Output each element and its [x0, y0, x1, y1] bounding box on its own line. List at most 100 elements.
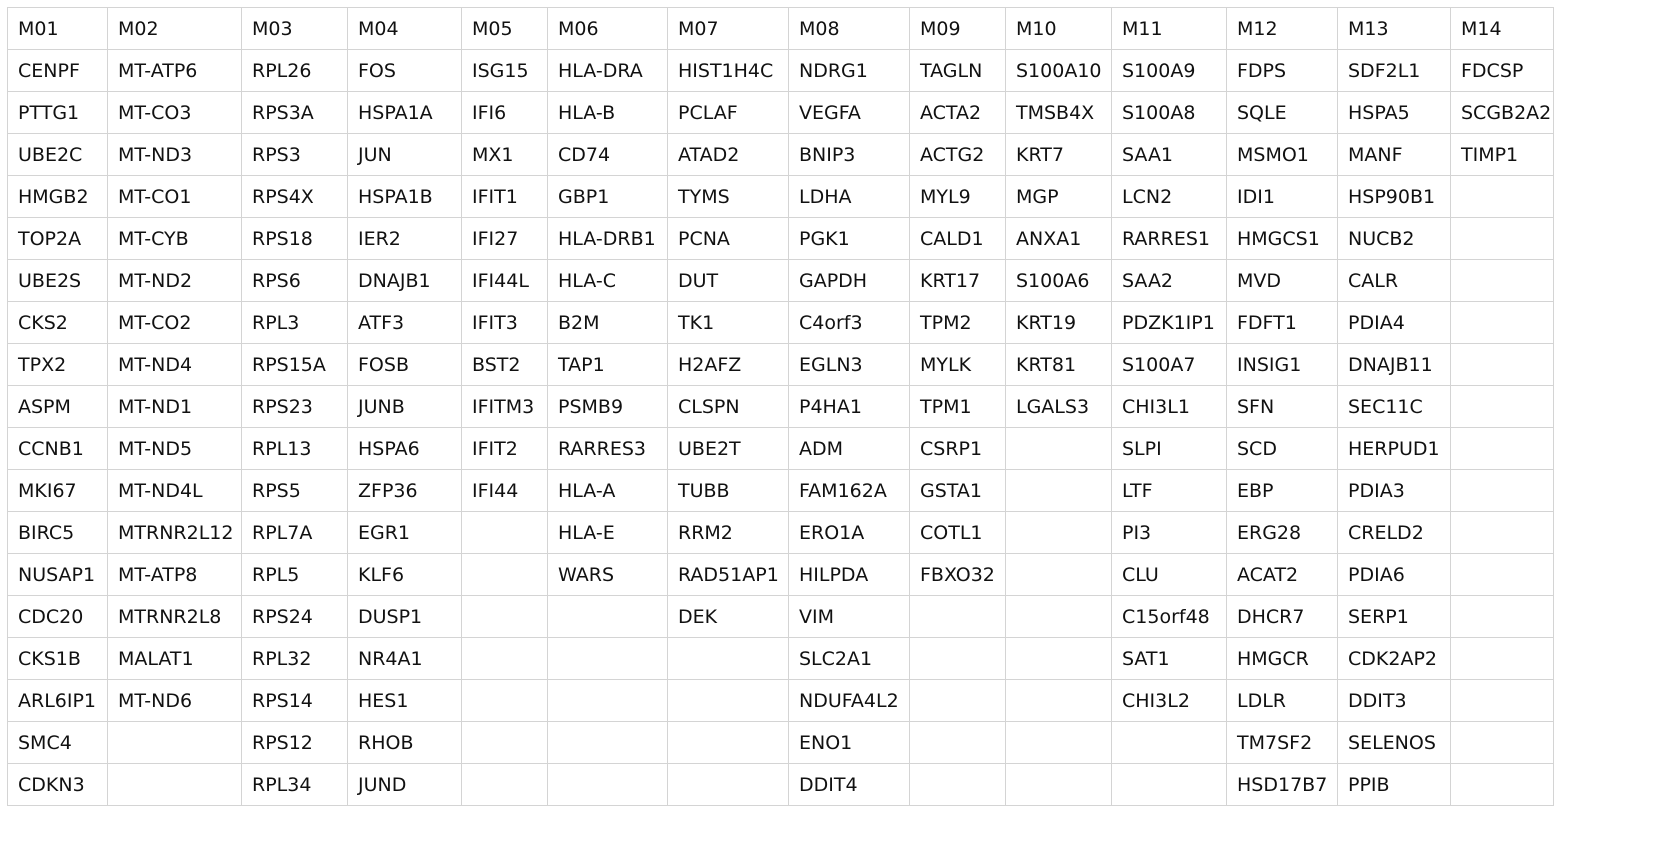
table-cell: RPS18	[241, 217, 348, 260]
table-cell: MVD	[1226, 259, 1338, 302]
table-cell: S100A10	[1005, 49, 1112, 92]
table-cell	[547, 679, 668, 722]
table-row: BIRC5 MTRNR2L12 RPL7A EGR1 HLA-E RRM2 ERO1A COT…	[7, 511, 1554, 554]
table-cell: ATAD2	[667, 133, 789, 176]
column-header: M05	[461, 7, 548, 50]
table-cell: DDIT3	[1337, 679, 1451, 722]
table-cell: BIRC5	[7, 511, 108, 554]
table-cell: BST2	[461, 343, 548, 386]
table-cell: HLA-C	[547, 259, 668, 302]
table-cell: HLA-E	[547, 511, 668, 554]
table-cell: TPM1	[909, 385, 1006, 428]
table-cell: NDUFA4L2	[788, 679, 910, 722]
table-cell: HILPDA	[788, 553, 910, 596]
table-cell: UBE2C	[7, 133, 108, 176]
table-cell: MGP	[1005, 175, 1112, 218]
table-cell: ERG28	[1226, 511, 1338, 554]
table-cell: RPS3	[241, 133, 348, 176]
table-cell: PPIB	[1337, 763, 1451, 806]
table-cell: KRT17	[909, 259, 1006, 302]
column-header: M02	[107, 7, 242, 50]
table-cell: UBE2T	[667, 427, 789, 470]
table-cell: PI3	[1111, 511, 1227, 554]
table-cell: PGK1	[788, 217, 910, 260]
table-cell	[1450, 721, 1554, 764]
table-cell: EGR1	[347, 511, 462, 554]
table-cell	[547, 637, 668, 680]
table-cell: MT-ND5	[107, 427, 242, 470]
table-cell: RPL34	[241, 763, 348, 806]
table-cell: SELENOS	[1337, 721, 1451, 764]
table-row: MKI67 MT-ND4L RPS5 ZFP36 IFI44 HLA-A TUBB FAM16…	[7, 469, 1554, 512]
table-cell: MT-ND1	[107, 385, 242, 428]
table-cell	[667, 679, 789, 722]
table-cell: ISG15	[461, 49, 548, 92]
table-cell	[547, 595, 668, 638]
table-cell: SQLE	[1226, 91, 1338, 134]
column-header: M01	[7, 7, 108, 50]
table-row: UBE2C MT-ND3 RPS3 JUN MX1 CD74 ATAD2 BNIP3 ACTG2…	[7, 133, 1554, 176]
table-cell: HSPA1B	[347, 175, 462, 218]
table-cell	[1450, 763, 1554, 806]
table-cell: ACAT2	[1226, 553, 1338, 596]
table-cell: EBP	[1226, 469, 1338, 512]
table-cell: TPM2	[909, 301, 1006, 344]
table-cell: MYL9	[909, 175, 1006, 218]
table-cell: FBXO32	[909, 553, 1006, 596]
table-cell: LGALS3	[1005, 385, 1112, 428]
table-cell: PSMB9	[547, 385, 668, 428]
table-cell	[1450, 595, 1554, 638]
table-cell: GBP1	[547, 175, 668, 218]
table-cell	[461, 763, 548, 806]
table-cell: HMGB2	[7, 175, 108, 218]
table-cell: MT-ND4L	[107, 469, 242, 512]
table-cell: MT-ATP6	[107, 49, 242, 92]
table-row: HMGB2 MT-CO1 RPS4X HSPA1B IFIT1 GBP1 TYMS LDHA M…	[7, 175, 1554, 218]
table-cell	[1111, 721, 1227, 764]
table-cell: MT-ND6	[107, 679, 242, 722]
table-cell	[1005, 553, 1112, 596]
column-header: M04	[347, 7, 462, 50]
table-cell	[909, 637, 1006, 680]
column-header: M08	[788, 7, 910, 50]
table-cell: JUNB	[347, 385, 462, 428]
table-cell: HERPUD1	[1337, 427, 1451, 470]
table-cell: CKS2	[7, 301, 108, 344]
table-cell: ARL6IP1	[7, 679, 108, 722]
table-cell	[909, 721, 1006, 764]
table-cell	[1450, 385, 1554, 428]
table-cell	[547, 721, 668, 764]
table-cell: DNAJB11	[1337, 343, 1451, 386]
table-cell: CDK2AP2	[1337, 637, 1451, 680]
table-cell: NDRG1	[788, 49, 910, 92]
table-cell	[1005, 427, 1112, 470]
table-cell: MT-CO3	[107, 91, 242, 134]
table-cell	[461, 637, 548, 680]
table-cell: IFI44L	[461, 259, 548, 302]
table-cell	[107, 763, 242, 806]
table-cell: IFIT3	[461, 301, 548, 344]
table-cell: CD74	[547, 133, 668, 176]
column-header: M10	[1005, 7, 1112, 50]
table-cell	[1111, 763, 1227, 806]
table-cell: MTRNR2L12	[107, 511, 242, 554]
table-cell: DEK	[667, 595, 789, 638]
table-cell	[667, 763, 789, 806]
table-cell: KRT81	[1005, 343, 1112, 386]
table-cell: S100A7	[1111, 343, 1227, 386]
table-cell	[461, 553, 548, 596]
table-cell: S100A8	[1111, 91, 1227, 134]
table-cell: CHI3L1	[1111, 385, 1227, 428]
table-cell: FOSB	[347, 343, 462, 386]
table-cell: FAM162A	[788, 469, 910, 512]
column-header: M12	[1226, 7, 1338, 50]
table-cell: COTL1	[909, 511, 1006, 554]
table-cell: FDPS	[1226, 49, 1338, 92]
column-header: M13	[1337, 7, 1451, 50]
gene-module-table: M01 M02 M03 M04 M05 M06 M07 M08 M09 M10 M11 M12 M13 M…	[7, 7, 1554, 806]
table-cell: SLC2A1	[788, 637, 910, 680]
table-cell: RPL32	[241, 637, 348, 680]
table-cell: P4HA1	[788, 385, 910, 428]
table-cell: HLA-A	[547, 469, 668, 512]
table-cell: CCNB1	[7, 427, 108, 470]
